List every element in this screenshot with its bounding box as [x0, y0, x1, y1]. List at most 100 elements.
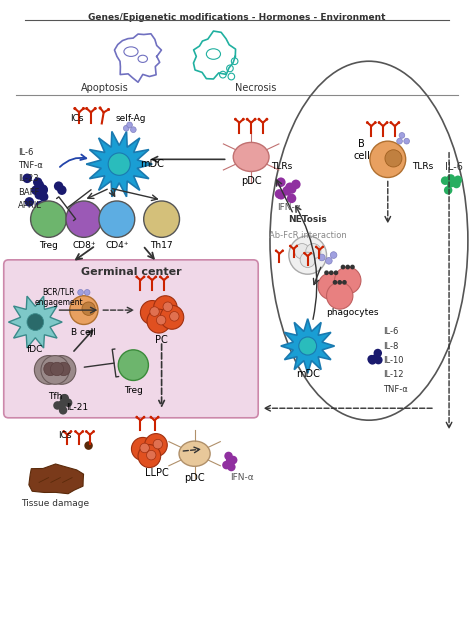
Circle shape [341, 264, 346, 269]
Circle shape [157, 416, 159, 419]
Circle shape [155, 276, 157, 278]
Circle shape [329, 271, 334, 275]
Circle shape [370, 141, 406, 177]
Circle shape [385, 150, 402, 167]
Circle shape [57, 186, 66, 195]
Text: IFN-α: IFN-α [230, 473, 254, 482]
Circle shape [99, 106, 101, 109]
Text: APRIL: APRIL [18, 201, 42, 210]
Text: NETosis: NETosis [288, 214, 327, 224]
Circle shape [127, 122, 132, 127]
Circle shape [82, 107, 85, 110]
Polygon shape [29, 464, 83, 494]
Circle shape [38, 185, 48, 195]
Text: mDC: mDC [296, 369, 319, 379]
Ellipse shape [179, 441, 210, 466]
Circle shape [33, 177, 43, 187]
Text: IL-6: IL-6 [18, 148, 33, 157]
Circle shape [227, 462, 236, 471]
Circle shape [160, 306, 184, 329]
Circle shape [82, 430, 84, 432]
Circle shape [282, 186, 292, 196]
Text: Treg: Treg [124, 386, 143, 394]
Circle shape [366, 121, 369, 124]
Circle shape [41, 356, 69, 384]
Circle shape [397, 138, 402, 144]
Circle shape [170, 311, 179, 321]
Circle shape [70, 296, 98, 324]
Circle shape [35, 190, 44, 199]
Text: IL-12: IL-12 [383, 370, 403, 379]
Polygon shape [9, 296, 62, 348]
Circle shape [156, 316, 166, 325]
Text: PC: PC [155, 335, 168, 345]
Circle shape [346, 264, 350, 269]
Circle shape [53, 401, 62, 410]
Circle shape [38, 184, 48, 194]
Circle shape [94, 107, 97, 110]
Text: LLPC: LLPC [145, 468, 169, 478]
Circle shape [60, 394, 68, 402]
Text: BAFF: BAFF [18, 188, 39, 197]
Circle shape [147, 276, 150, 278]
Circle shape [84, 441, 93, 450]
Text: Th17: Th17 [150, 241, 173, 250]
Circle shape [31, 186, 41, 195]
Text: CD8⁺: CD8⁺ [72, 241, 96, 250]
Text: ICs: ICs [58, 431, 72, 441]
Circle shape [296, 245, 298, 247]
Circle shape [289, 236, 327, 274]
Text: IL-10: IL-10 [383, 356, 403, 365]
Text: Apoptosis: Apoptosis [81, 82, 129, 92]
Circle shape [372, 354, 381, 363]
Circle shape [374, 356, 383, 364]
Text: Ab-FcR interaction: Ab-FcR interaction [269, 231, 346, 241]
Circle shape [138, 444, 161, 468]
Text: Germinal center: Germinal center [81, 267, 181, 277]
Circle shape [310, 252, 312, 254]
Text: pDC: pDC [184, 472, 205, 482]
Text: IL-6: IL-6 [383, 327, 399, 336]
Circle shape [306, 244, 321, 259]
Circle shape [257, 118, 260, 121]
Circle shape [70, 430, 72, 432]
Circle shape [246, 118, 248, 121]
Circle shape [61, 394, 69, 402]
Text: B cell: B cell [72, 328, 96, 337]
Circle shape [350, 264, 355, 269]
Circle shape [321, 246, 324, 248]
Circle shape [140, 301, 164, 324]
Text: CD4⁺: CD4⁺ [105, 241, 128, 250]
Circle shape [399, 132, 405, 138]
Circle shape [82, 302, 95, 316]
Circle shape [50, 362, 64, 376]
Circle shape [282, 249, 284, 252]
Circle shape [444, 186, 452, 194]
Circle shape [367, 355, 376, 364]
Circle shape [299, 337, 317, 355]
Circle shape [99, 201, 135, 238]
Circle shape [390, 121, 392, 124]
Circle shape [47, 356, 76, 384]
Text: fDC: fDC [27, 346, 44, 354]
Circle shape [275, 189, 284, 199]
Circle shape [143, 416, 146, 419]
Circle shape [224, 452, 233, 460]
Text: phagocytes: phagocytes [326, 308, 379, 317]
Circle shape [289, 245, 292, 247]
Circle shape [319, 254, 325, 261]
Circle shape [35, 356, 63, 384]
Circle shape [265, 118, 268, 121]
Circle shape [454, 176, 462, 184]
Circle shape [447, 179, 455, 187]
Circle shape [276, 190, 286, 199]
Circle shape [153, 439, 163, 449]
Circle shape [254, 118, 256, 121]
Circle shape [163, 302, 173, 311]
Circle shape [74, 430, 77, 432]
Text: TLRs: TLRs [412, 162, 434, 171]
Circle shape [107, 108, 110, 111]
Text: mDC: mDC [140, 159, 164, 169]
Circle shape [66, 201, 102, 238]
Circle shape [378, 121, 381, 124]
